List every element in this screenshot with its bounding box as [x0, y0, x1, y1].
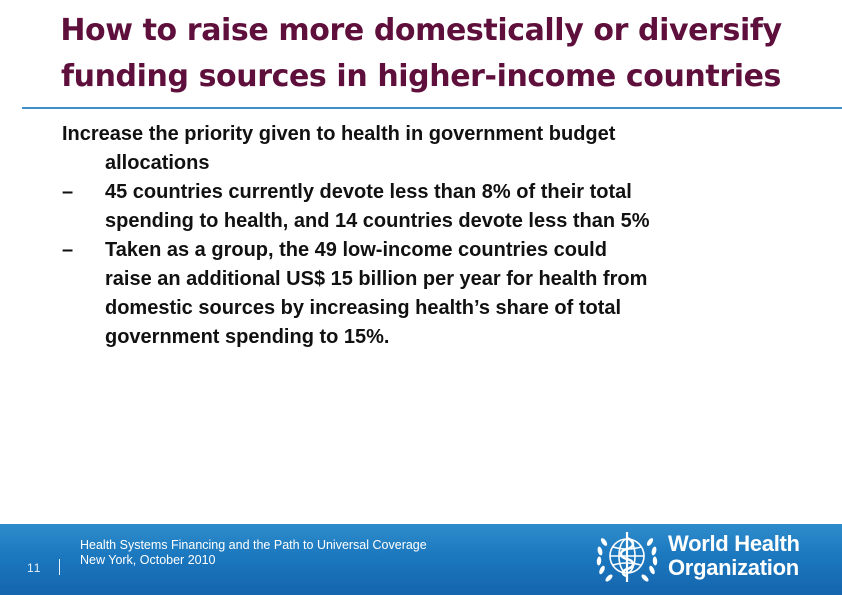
org-name-line-1: World Health	[668, 531, 800, 556]
footer-line-1: Health Systems Financing and the Path to…	[80, 538, 427, 552]
title-divider	[22, 107, 842, 109]
title-line-2: funding sources in higher-income countri…	[60, 59, 782, 94]
main-point-line-2: allocations	[105, 152, 210, 174]
footer-line-2: New York, October 2010	[80, 553, 216, 567]
who-emblem-icon	[596, 532, 658, 582]
sub-bullet-2-line-2: raise an additional US$ 15 billion per y…	[105, 268, 648, 290]
sub-bullet-2-line-4: government spending to 15%.	[105, 326, 390, 348]
slide-title: How to raise more domestically or divers…	[20, 8, 822, 100]
org-name-line-2: Organization	[668, 555, 799, 580]
bullet-dash: –	[62, 181, 74, 203]
sub-bullet-1: – 45 countries currently devote less tha…	[62, 178, 822, 236]
sub-bullet-1-line-1: 45 countries currently devote less than …	[105, 181, 632, 203]
sub-bullet-2-line-1: Taken as a group, the 49 low-income coun…	[105, 239, 607, 261]
bullet-dash: –	[62, 239, 74, 261]
who-wordmark: World Health Organization	[668, 532, 800, 580]
slide-body: Increase the priority given to health in…	[62, 120, 822, 352]
title-line-1: How to raise more domestically or divers…	[60, 13, 782, 48]
sub-bullet-2-line-3: domestic sources by increasing health’s …	[105, 297, 622, 319]
sub-bullet-2: – Taken as a group, the 49 low-income co…	[62, 236, 822, 352]
page-number: 11	[27, 561, 42, 575]
page-number-divider	[59, 559, 60, 575]
footer-caption: Health Systems Financing and the Path to…	[80, 538, 427, 568]
main-point-line-1: Increase the priority given to health in…	[62, 123, 616, 145]
footer-bar: 11 Health Systems Financing and the Path…	[0, 524, 842, 595]
sub-bullet-1-line-2: spending to health, and 14 countries dev…	[105, 210, 650, 232]
